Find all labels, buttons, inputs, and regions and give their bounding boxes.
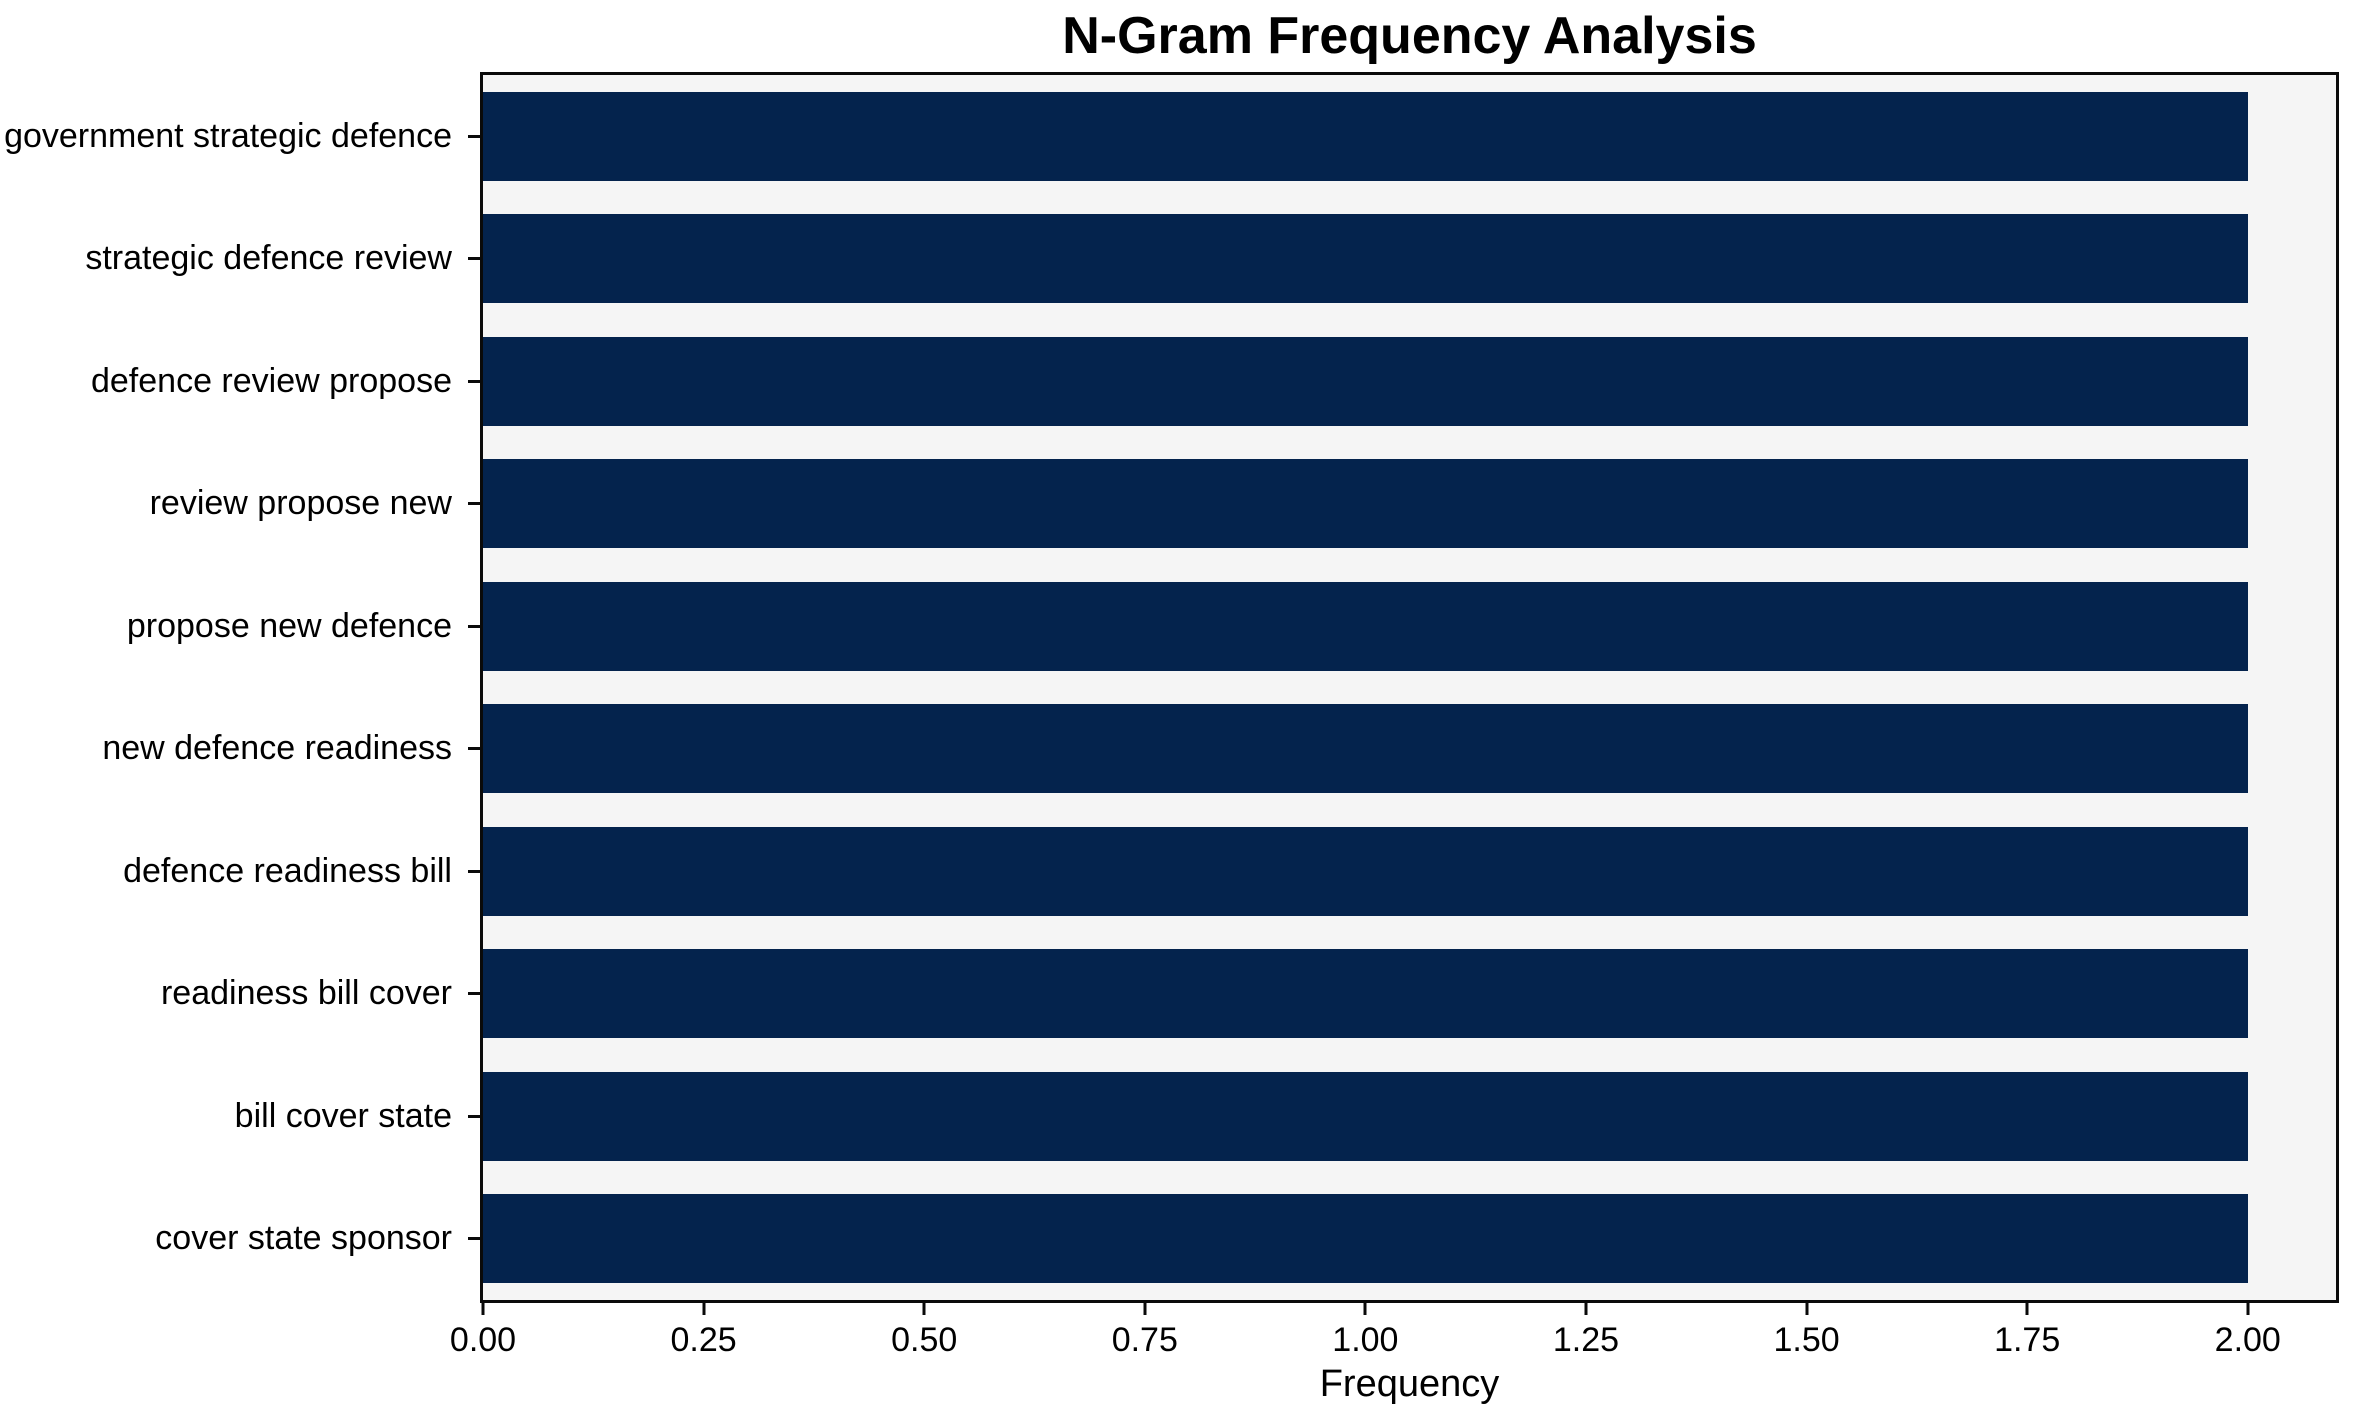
y-tick-label: propose new defence: [126, 606, 452, 645]
bar: [483, 459, 2248, 549]
x-tick-label: 0.00: [449, 1321, 517, 1359]
y-tick-label: bill cover state: [234, 1096, 452, 1135]
bar-row: [483, 810, 2336, 933]
bar: [483, 336, 2248, 426]
x-tick-label: 1.25: [1552, 1321, 1620, 1359]
x-tick-mark: [1805, 1303, 1809, 1315]
x-tick-label: 1.00: [1332, 1321, 1399, 1359]
bar-row: [483, 933, 2336, 1056]
y-tick-label: strategic defence review: [85, 239, 452, 278]
x-tick-mark: [702, 1303, 706, 1315]
x-tick-mark: [2025, 1303, 2029, 1315]
bar-row: [483, 75, 2336, 198]
y-tick-mark: [468, 134, 480, 138]
bar-row: [483, 1178, 2336, 1301]
y-tick-label: government strategic defence: [4, 116, 452, 155]
y-tick-mark: [468, 379, 480, 383]
bar-row: [483, 565, 2336, 688]
y-tick-mark: [468, 869, 480, 873]
y-tick-mark: [468, 257, 480, 261]
x-tick-mark: [1363, 1303, 1367, 1315]
y-tick-label: review propose new: [149, 484, 452, 523]
bar-row: [483, 320, 2336, 443]
y-tick-mark: [468, 502, 480, 506]
bar: [483, 826, 2248, 916]
x-tick-label: 2.00: [2214, 1321, 2281, 1359]
x-tick-label: 0.25: [670, 1321, 737, 1359]
bar: [483, 949, 2248, 1039]
y-axis-labels: government strategic defence strategic de…: [0, 75, 452, 1300]
bar: [483, 91, 2248, 181]
bar-row: [483, 443, 2336, 566]
y-tick-mark: [468, 747, 480, 751]
x-tick-mark: [1584, 1303, 1588, 1315]
bars-container: [483, 75, 2336, 1300]
x-tick-label: 0.75: [1111, 1321, 1178, 1359]
y-tick-mark: [468, 992, 480, 996]
y-tick-label: readiness bill cover: [160, 974, 452, 1013]
x-tick-label: 1.75: [1994, 1321, 2061, 1359]
x-tick-mark: [922, 1303, 926, 1315]
x-tick-mark: [2246, 1303, 2250, 1315]
y-tick-label: defence readiness bill: [123, 851, 452, 890]
y-tick-label: new defence readiness: [102, 729, 452, 768]
y-tick-label: defence review propose: [90, 361, 452, 400]
y-tick-mark: [468, 1114, 480, 1118]
bar: [483, 704, 2248, 794]
chart-title: N-Gram Frequency Analysis: [1062, 7, 1757, 65]
y-tick-label: cover state sponsor: [155, 1219, 452, 1258]
bar: [483, 581, 2248, 671]
x-tick-mark: [1143, 1303, 1147, 1315]
bar-row: [483, 688, 2336, 811]
bar: [483, 1071, 2248, 1161]
bar-row: [483, 198, 2336, 321]
x-axis-title: Frequency: [1319, 1363, 1500, 1405]
x-tick-label: 1.50: [1773, 1321, 1840, 1359]
y-tick-mark: [468, 624, 480, 628]
x-tick-label: 0.50: [891, 1321, 958, 1359]
bar: [483, 214, 2248, 304]
x-tick-mark: [481, 1303, 485, 1315]
y-tick-mark: [468, 1237, 480, 1241]
bar: [483, 1194, 2248, 1284]
bar-row: [483, 1055, 2336, 1178]
